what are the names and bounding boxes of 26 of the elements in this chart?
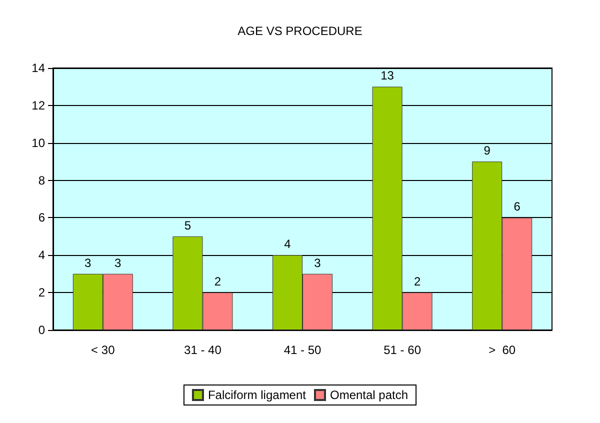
y-tick-label: 12 [32,98,46,112]
x-tick-label: > 60 [488,343,516,357]
y-tick-label: 0 [38,323,46,337]
legend-label: Falciform ligament [208,388,307,402]
data-label: 9 [484,144,491,158]
data-label: 6 [514,200,521,214]
data-label: 3 [84,256,92,270]
data-label: 3 [114,256,122,270]
data-label: 13 [380,68,394,83]
legend-label: Omental patch [330,388,408,402]
x-tick-label: 51 - 60 [384,343,422,357]
x-tick-label: 31 - 40 [184,343,222,357]
y-tick-label: 2 [38,286,46,300]
data-label: 2 [214,274,222,289]
y-tick-label: 4 [38,248,46,262]
y-tick-label: 14 [32,61,46,75]
y-tick-label: 8 [38,173,46,188]
x-tick-label: 41 - 50 [284,343,322,357]
y-tick-label: 10 [32,136,46,150]
data-label: 2 [414,274,421,289]
data-label: 5 [184,218,192,232]
data-label: 3 [314,256,322,270]
data-label: 4 [284,237,292,252]
chart-title: AGE VS PROCEDURE [238,24,362,38]
x-tick-label: < 30 [91,343,116,357]
y-tick-label: 6 [38,210,46,225]
